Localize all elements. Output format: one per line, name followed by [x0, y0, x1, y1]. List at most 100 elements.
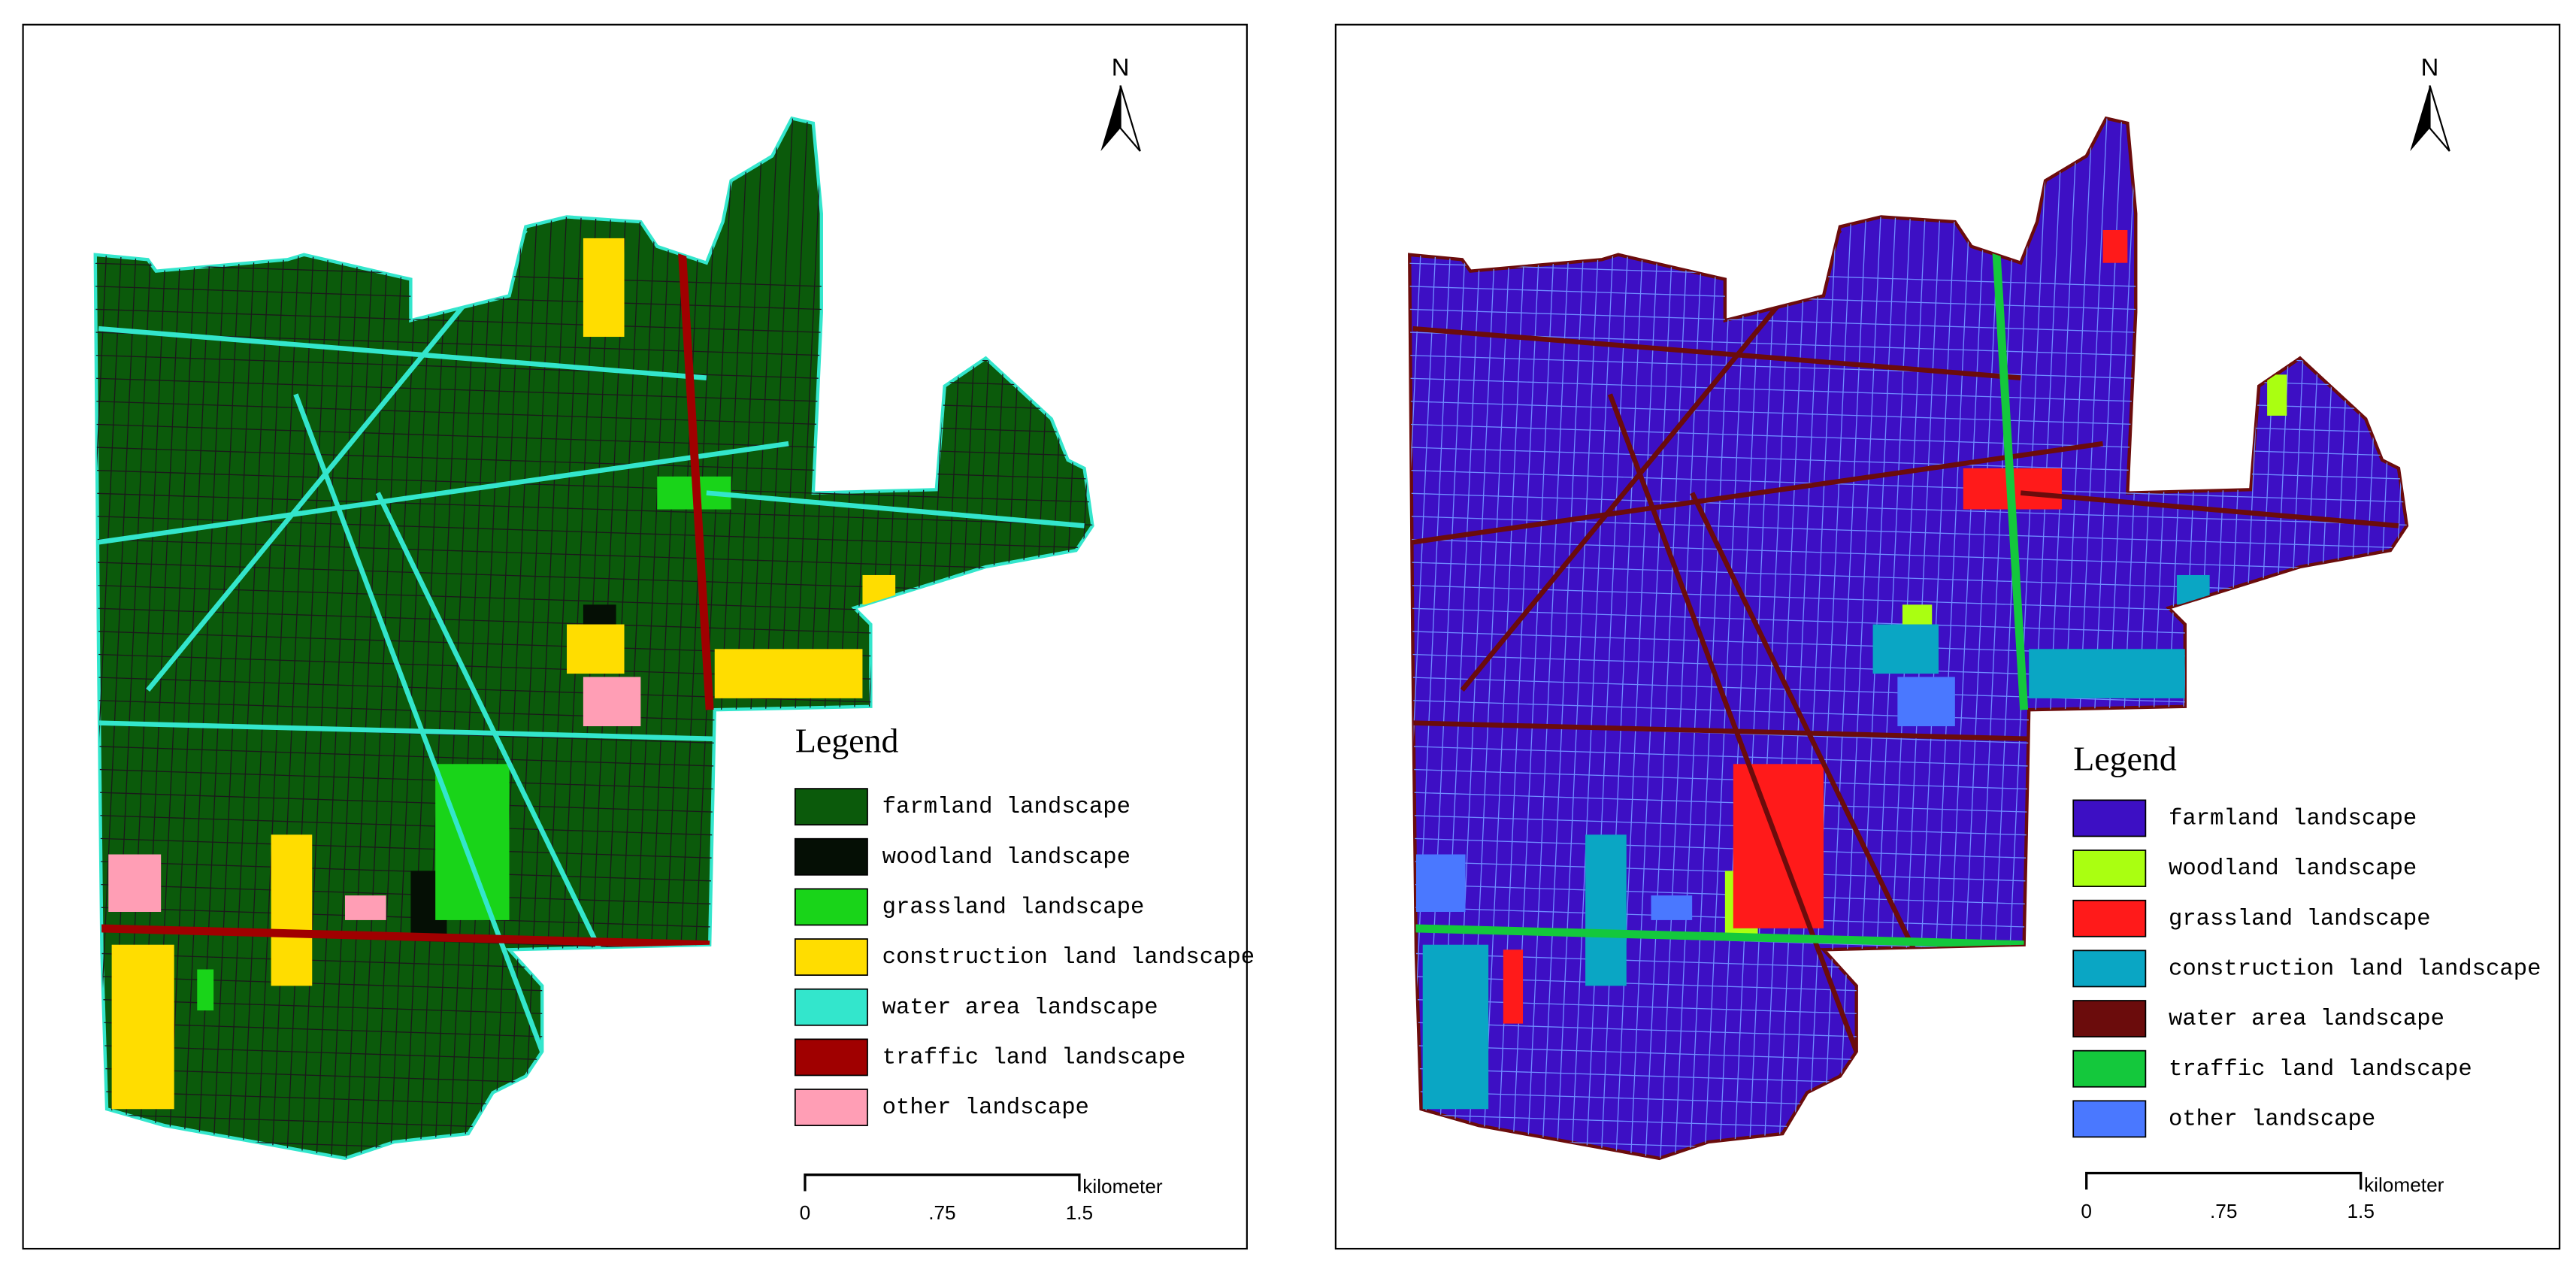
parcel-line — [1409, 492, 2407, 527]
legend-swatch — [794, 1038, 868, 1077]
scale-tick-label: 1.5 — [1066, 1201, 1093, 1224]
parcel-line — [1570, 118, 1621, 1158]
legend-title: Legend — [2073, 740, 2177, 778]
parcel-line — [1409, 377, 2407, 412]
parcel-line — [1836, 118, 1887, 1158]
legend-label: woodland landscape — [882, 845, 1131, 871]
legend-swatch — [2072, 1049, 2147, 1088]
legend-swatch — [2072, 1000, 2147, 1037]
scale-tick-label: 1.5 — [2347, 1200, 2374, 1222]
legend-label: grassland landscape — [882, 895, 1145, 921]
legend-label: traffic land landscape — [2169, 1057, 2472, 1083]
parcel-line — [1821, 118, 1872, 1158]
scale-tick-label: .75 — [928, 1201, 955, 1224]
scale-tick-label: 0 — [800, 1201, 811, 1224]
legend-label: water area landscape — [2169, 1007, 2444, 1032]
parcel-line — [1600, 118, 1650, 1158]
land-patch — [583, 238, 625, 338]
legend-swatch — [2072, 799, 2147, 837]
land-patch — [108, 854, 162, 912]
parcel-line — [95, 538, 1093, 573]
legend-label: construction land landscape — [882, 945, 1255, 971]
land-patch — [2176, 574, 2210, 605]
legend-swatch — [2072, 899, 2147, 937]
parcel-line — [1409, 423, 2407, 458]
legend-swatch — [794, 988, 868, 1026]
parcel-line — [1409, 118, 1414, 1158]
map-detail — [95, 118, 1093, 1158]
water-channel — [706, 490, 1085, 528]
land-patch — [862, 574, 896, 605]
legend-label: other landscape — [882, 1095, 1089, 1121]
legend-title: Legend — [795, 722, 899, 760]
traffic-road — [98, 924, 710, 949]
parcel-line — [1658, 118, 1709, 1158]
land-patch — [1897, 677, 1955, 727]
parcel-line — [507, 118, 558, 1158]
water-channel — [98, 326, 707, 380]
legend-swatch — [794, 1089, 868, 1126]
parcel-line — [1409, 1136, 2407, 1158]
parcel-line — [270, 118, 321, 1158]
north-label: N — [2421, 53, 2439, 80]
map — [93, 116, 1094, 1161]
traffic-road — [677, 246, 714, 710]
parcel-line — [95, 1136, 1093, 1158]
parcel-line — [95, 118, 114, 1158]
water-channel — [2020, 490, 2399, 528]
legend-swatch — [2072, 849, 2147, 887]
scale-bar — [2085, 1171, 2363, 1190]
parcel-line — [300, 118, 351, 1158]
north-arrow — [2429, 85, 2450, 152]
parcel-line — [1525, 118, 1576, 1158]
legend-swatch — [794, 837, 868, 876]
parcel-line — [1409, 538, 2407, 573]
parcel-line — [95, 423, 1093, 458]
parcel-line — [1806, 118, 1857, 1158]
legend-label: water area landscape — [882, 995, 1158, 1021]
parcel-line — [477, 118, 528, 1158]
land-patch — [714, 649, 863, 698]
parcel-line — [95, 492, 1093, 527]
parcel-line — [1540, 118, 1591, 1158]
parcel-line — [344, 118, 395, 1158]
land-patch — [1503, 949, 1524, 1024]
scale-tick-label: 0 — [2081, 1200, 2092, 1222]
parcel-line — [1409, 118, 1443, 1158]
scale-bar — [804, 1174, 1081, 1192]
parcel-line — [1614, 118, 1665, 1158]
parcel-line — [1409, 400, 2407, 435]
parcel-line — [95, 377, 1093, 412]
parcel-line — [95, 469, 1093, 504]
water-channel — [1412, 326, 2021, 380]
panel-frame — [1334, 23, 2561, 1250]
scale-unit: kilometer — [2364, 1174, 2444, 1196]
traffic-road — [1992, 246, 2029, 710]
land-patch — [1422, 944, 1489, 1110]
water-channel — [98, 441, 789, 545]
land-patch — [1585, 834, 1627, 986]
water-channel — [1412, 441, 2104, 545]
parcel-line — [95, 446, 1093, 480]
parcel-line — [1409, 469, 2407, 504]
land-patch — [1872, 624, 1939, 674]
land-patch — [435, 764, 510, 920]
land-patch — [111, 944, 174, 1110]
parcel-line — [1644, 118, 1694, 1158]
parcel-line — [1585, 118, 1636, 1158]
parcel-line — [1409, 446, 2407, 480]
legend-label: other landscape — [2169, 1107, 2375, 1132]
land-patch — [197, 969, 214, 1011]
legend-label: construction land landscape — [2169, 956, 2541, 982]
parcel-line — [256, 118, 307, 1158]
parcel-line — [95, 118, 129, 1158]
parcel-line — [241, 118, 292, 1158]
land-patch — [2267, 374, 2287, 416]
legend-label: woodland landscape — [2169, 856, 2417, 882]
north-label: N — [1112, 53, 1130, 80]
parcel-line — [226, 118, 277, 1158]
parcel-line — [95, 118, 99, 1158]
parcel-line — [1409, 118, 1428, 1158]
